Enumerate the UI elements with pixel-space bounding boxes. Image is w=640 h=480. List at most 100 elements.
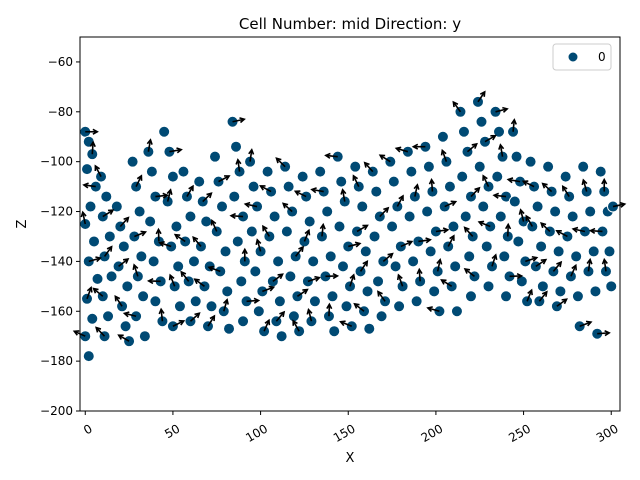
data-point xyxy=(536,280,549,293)
direction-arrow xyxy=(249,149,253,162)
arrow-head xyxy=(107,209,115,215)
direction-arrow xyxy=(86,287,92,300)
direction-arrow xyxy=(118,258,129,268)
data-point xyxy=(500,290,513,303)
data-point xyxy=(422,160,435,173)
direction-arrow xyxy=(166,189,172,202)
direction-arrow xyxy=(364,162,374,173)
arrow-head xyxy=(324,152,331,159)
direction-arrow xyxy=(396,195,404,207)
data-point xyxy=(393,300,406,313)
arrow-head xyxy=(158,241,165,247)
data-point xyxy=(410,295,423,308)
arrow-head xyxy=(114,294,121,302)
arrow-head xyxy=(604,330,611,337)
arrow-head xyxy=(140,230,148,237)
arrow-head xyxy=(527,288,533,296)
arrow-head xyxy=(353,302,360,309)
arrow-head xyxy=(339,320,346,327)
arrow-head xyxy=(477,220,485,227)
data-point xyxy=(247,180,260,193)
direction-arrow xyxy=(418,238,431,243)
arrow-head xyxy=(541,182,548,189)
direction-arrow xyxy=(88,257,101,263)
arrow-head xyxy=(378,154,386,161)
arrow-head xyxy=(354,241,362,248)
direction-arrow xyxy=(275,157,286,168)
direction-arrow xyxy=(436,259,441,272)
data-point xyxy=(205,300,218,313)
direction-arrow xyxy=(377,291,386,302)
arrow-head xyxy=(192,235,199,243)
data-point xyxy=(421,205,434,218)
direction-arrow xyxy=(81,212,87,225)
direction-arrow xyxy=(470,187,480,198)
direction-arrow xyxy=(282,202,293,213)
direction-arrow xyxy=(526,289,533,302)
y-axis: −200 −180 −160 −140 −120 −100 −80 −60 xyxy=(40,55,80,418)
direction-arrow xyxy=(232,118,245,123)
data-point xyxy=(268,210,281,223)
x-tick-label: 200 xyxy=(419,421,446,445)
data-point xyxy=(594,165,607,178)
direction-arrow xyxy=(245,203,258,208)
data-point xyxy=(145,165,158,178)
data-point xyxy=(450,305,463,318)
direction-arrow xyxy=(321,224,324,237)
direction-arrow xyxy=(482,175,490,187)
arrow-head xyxy=(173,233,181,240)
direction-arrow xyxy=(478,221,491,228)
data-point xyxy=(589,285,602,298)
arrow-head xyxy=(581,178,588,186)
arrow-head xyxy=(224,175,231,181)
direction-arrow xyxy=(522,180,535,188)
direction-arrow xyxy=(169,274,176,287)
arrow-head xyxy=(304,228,311,236)
arrow-head xyxy=(463,226,470,233)
arrow-head xyxy=(277,273,284,280)
arrow-head xyxy=(362,260,369,267)
direction-arrow xyxy=(208,266,221,273)
data-point xyxy=(368,230,381,243)
direction-arrow xyxy=(95,327,106,337)
direction-arrow xyxy=(133,264,139,277)
data-point xyxy=(356,200,369,213)
arrow-head xyxy=(463,267,471,274)
arrow-head xyxy=(398,194,404,201)
x-tick-label: 0 xyxy=(81,421,95,437)
arrow-head xyxy=(281,202,289,209)
data-point xyxy=(126,155,139,168)
arrow-head xyxy=(241,247,248,255)
arrow-head xyxy=(176,147,183,154)
direction-arrow xyxy=(525,215,534,227)
arrow-head xyxy=(585,320,593,327)
arrow-head xyxy=(601,257,608,265)
arrow-head xyxy=(492,192,500,199)
data-point xyxy=(135,250,148,263)
direction-arrow xyxy=(93,287,104,297)
arrow-head xyxy=(188,184,194,192)
direction-arrow xyxy=(192,236,202,247)
arrow-head xyxy=(155,227,162,235)
y-tick-label: −160 xyxy=(40,304,73,318)
legend-box xyxy=(552,43,612,71)
direction-arrow xyxy=(397,274,404,287)
arrow-head xyxy=(416,267,423,275)
y-axis-label: Z xyxy=(15,219,30,228)
direction-arrow xyxy=(579,321,592,327)
arrow-head xyxy=(561,298,568,305)
arrow-head xyxy=(117,334,124,340)
direction-arrow xyxy=(295,246,304,257)
arrow-head xyxy=(474,186,481,193)
arrow-head xyxy=(310,187,317,194)
data-point xyxy=(219,245,232,258)
data-point xyxy=(173,300,186,313)
data-point xyxy=(102,310,115,323)
data-point xyxy=(231,235,244,248)
arrow-head xyxy=(377,290,383,297)
data-point xyxy=(443,180,456,193)
direction-arrow xyxy=(464,268,475,277)
arrow-head xyxy=(490,134,497,141)
direction-arrow xyxy=(400,240,413,248)
direction-arrow xyxy=(186,185,194,197)
